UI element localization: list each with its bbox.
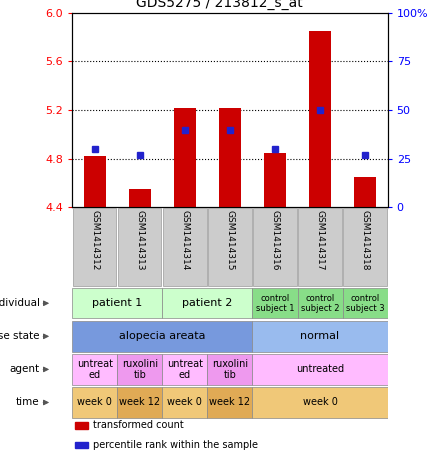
Bar xyxy=(72,288,162,318)
Bar xyxy=(129,189,151,207)
Text: GSM1414315: GSM1414315 xyxy=(226,210,234,270)
Bar xyxy=(73,208,117,286)
Bar xyxy=(343,208,387,286)
Bar xyxy=(75,422,88,429)
Text: GSM1414314: GSM1414314 xyxy=(180,210,189,270)
Bar xyxy=(252,321,388,352)
Text: untreated: untreated xyxy=(296,364,344,375)
Bar xyxy=(72,354,117,385)
Text: normal: normal xyxy=(300,331,339,342)
Text: untreat
ed: untreat ed xyxy=(77,359,113,380)
Bar xyxy=(354,177,376,207)
Bar xyxy=(309,31,331,207)
Text: percentile rank within the sample: percentile rank within the sample xyxy=(93,440,258,450)
Bar xyxy=(162,354,208,385)
Bar xyxy=(117,387,162,418)
Bar xyxy=(163,208,207,286)
Text: disease state: disease state xyxy=(0,331,40,342)
Text: ruxolini
tib: ruxolini tib xyxy=(122,359,158,380)
Text: alopecia areata: alopecia areata xyxy=(119,331,205,342)
Text: GSM1414317: GSM1414317 xyxy=(315,210,325,270)
Text: transformed count: transformed count xyxy=(93,420,184,430)
Bar xyxy=(173,108,196,207)
Bar xyxy=(84,156,106,207)
Text: week 12: week 12 xyxy=(209,397,251,408)
Text: control
subject 1: control subject 1 xyxy=(256,294,294,313)
Bar xyxy=(117,354,162,385)
Bar xyxy=(252,354,388,385)
Text: patient 2: patient 2 xyxy=(182,298,233,308)
Bar xyxy=(162,288,252,318)
Text: GSM1414313: GSM1414313 xyxy=(135,210,145,270)
Bar xyxy=(208,208,251,286)
Text: control
subject 2: control subject 2 xyxy=(301,294,339,313)
Text: GSM1414312: GSM1414312 xyxy=(90,210,99,270)
Bar xyxy=(219,108,241,207)
Text: ruxolini
tib: ruxolini tib xyxy=(212,359,248,380)
Bar xyxy=(264,153,286,207)
Bar xyxy=(208,387,252,418)
Bar xyxy=(343,288,388,318)
Bar xyxy=(208,354,252,385)
Text: GSM1414316: GSM1414316 xyxy=(271,210,279,270)
Text: patient 1: patient 1 xyxy=(92,298,142,308)
Text: GDS5275 / 213812_s_at: GDS5275 / 213812_s_at xyxy=(136,0,302,10)
Bar xyxy=(298,208,342,286)
Bar xyxy=(75,442,88,448)
Text: week 0: week 0 xyxy=(167,397,202,408)
Text: time: time xyxy=(16,397,40,408)
Bar xyxy=(72,321,252,352)
Text: week 0: week 0 xyxy=(303,397,338,408)
Text: agent: agent xyxy=(10,364,40,375)
Bar xyxy=(72,387,117,418)
Text: week 12: week 12 xyxy=(119,397,160,408)
Text: week 0: week 0 xyxy=(78,397,112,408)
Bar xyxy=(297,288,343,318)
Bar xyxy=(252,288,297,318)
Text: untreat
ed: untreat ed xyxy=(167,359,203,380)
Text: control
subject 3: control subject 3 xyxy=(346,294,385,313)
Bar xyxy=(118,208,162,286)
Bar xyxy=(162,387,208,418)
Bar xyxy=(253,208,297,286)
Text: individual: individual xyxy=(0,298,40,308)
Bar xyxy=(252,387,388,418)
Text: GSM1414318: GSM1414318 xyxy=(360,210,370,270)
